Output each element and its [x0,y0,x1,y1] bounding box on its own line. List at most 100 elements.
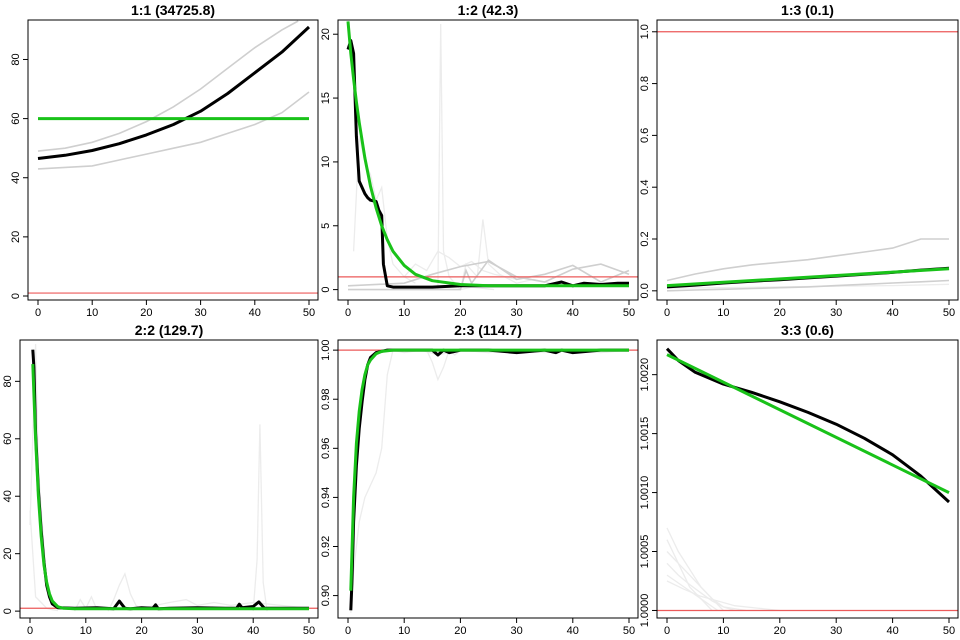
y-tick-label: 0.2 [639,231,651,246]
plot-frame [337,19,639,301]
y-tick-label: 1.0 [639,24,651,39]
y-tick-label: 5 [320,223,332,229]
x-tick-label: 20 [140,307,152,319]
x-tick-label: 30 [510,625,522,637]
y-tick-label: 0.0 [639,283,651,298]
x-tick-label: 30 [191,625,203,637]
x-tick-label: 0 [345,307,351,319]
panel-2: 1:2 (42.3) 0 10 20 30 40 50 0 5 10 15 20 [320,2,639,319]
x-tick-label: 40 [247,625,259,637]
y-tick-label: 0.8 [639,76,651,91]
y-tick-label: 20 [10,231,22,243]
faint-series-line [426,348,461,382]
plot-area [338,348,638,613]
faint-series-line [666,562,747,612]
y-tick-label: 80 [2,375,14,387]
x-tick-label: 20 [454,625,466,637]
plot-area [20,343,318,612]
plot-area [338,21,638,291]
panel-title: 1:2 (42.3) [458,2,519,18]
x-tick-label: 10 [86,307,98,319]
y-tick-label: 15 [320,92,332,104]
panel-title: 3:3 (0.6) [781,322,834,338]
plot-frame [337,339,639,619]
x-tick-label: 30 [830,625,842,637]
x-tick-label: 10 [717,625,729,637]
fit-series-line [666,353,950,494]
plot-area [657,347,958,612]
mean-series-line [31,349,309,611]
faint-series-line [252,424,268,612]
y-tick-label: 60 [10,112,22,124]
y-tick-label: 0.6 [639,128,651,143]
x-tick-label: 30 [510,307,522,319]
x-tick-label: 20 [774,625,786,637]
plot-frame [19,339,319,619]
y-tick-label: 1.00 [320,339,332,360]
faint-series-line [141,598,310,609]
mean-series-line [665,347,951,504]
plot-frame [27,19,319,301]
plot-frame [656,339,959,619]
fit-series-line [666,267,950,288]
x-tick-label: 40 [249,307,261,319]
plot-area [28,20,318,294]
y-tick-label: 0.98 [320,389,332,410]
x-tick-label: 40 [567,625,579,637]
y-tick-label: 0 [2,608,14,614]
faint-series-line [29,510,59,612]
x-tick-label: 0 [664,307,670,319]
faint-series-line [666,539,724,611]
sample-series-line [348,259,630,291]
x-tick-label: 0 [664,625,670,637]
x-tick-label: 10 [717,307,729,319]
y-tick-label: 1.0020 [639,358,651,392]
sample-series-line [37,20,299,152]
x-tick-label: 50 [623,307,635,319]
panel-1: 1:1 (34725.8) 0 10 20 30 40 50 0 20 40 60 80 [10,2,319,319]
panel-6: 3:3 (0.6) 0 10 20 30 40 50 1.0000 1.0005 1.0010 1.… [639,322,959,637]
panel-title: 1:1 (34725.8) [131,2,215,18]
y-tick-label: 20 [320,28,332,40]
x-tick-label: 50 [943,625,955,637]
mean-series-line [349,348,629,611]
y-tick-label: 0.94 [320,487,332,508]
x-tick-label: 0 [35,307,41,319]
plot-frame [656,19,959,301]
y-tick-label: 20 [2,548,14,560]
y-tick-label: 0.92 [320,536,332,557]
fit-series-line [346,21,629,288]
y-tick-label: 40 [10,172,22,184]
panel-title: 2:3 (114.7) [454,322,522,338]
y-tick-label: 10 [320,156,332,168]
faint-series-line [666,580,780,612]
sample-series-line [666,279,950,292]
y-tick-label: 1.0000 [639,594,651,628]
panel-5: 2:3 (114.7) 0 10 20 30 40 50 0.90 0.92 0.94 0.96 0.… [320,322,639,637]
panel-3: 1:3 (0.1) 0 10 20 30 40 50 0.0 0.2 0.4 0.6 0.8 1.0 [639,2,959,319]
y-tick-label: 1.0015 [639,417,651,451]
faint-series-line [350,349,394,613]
x-tick-label: 20 [454,307,466,319]
x-tick-label: 0 [27,625,33,637]
x-tick-label: 40 [886,625,898,637]
y-tick-label: 0.96 [320,438,332,459]
sample-series-line [37,91,310,170]
x-tick-label: 40 [567,307,579,319]
x-tick-label: 10 [398,625,410,637]
x-tick-label: 10 [398,307,410,319]
sample-series-line [666,238,949,282]
plot-area [657,31,958,292]
panel-title: 2:2 (129.7) [135,322,203,338]
x-tick-label: 50 [303,625,315,637]
x-tick-label: 50 [623,625,635,637]
panel-title: 1:3 (0.1) [781,2,834,18]
x-tick-label: 30 [194,307,206,319]
panel-4: 2:2 (129.7) 0 10 20 30 40 50 0 20 40 60 80 [2,322,319,637]
x-tick-label: 40 [886,307,898,319]
y-tick-label: 0 [320,287,332,293]
x-tick-label: 30 [830,307,842,319]
y-tick-label: 0.4 [639,180,651,195]
y-tick-label: 60 [2,433,14,445]
